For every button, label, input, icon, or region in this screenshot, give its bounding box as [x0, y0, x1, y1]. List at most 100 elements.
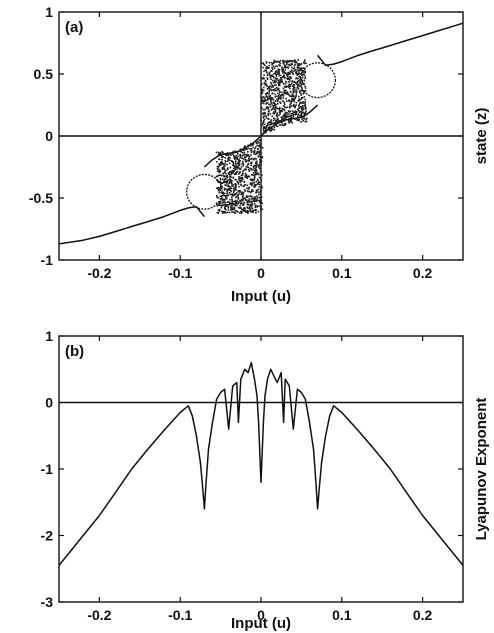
- chaotic-point: [259, 160, 261, 163]
- chaotic-point: [219, 201, 222, 204]
- chaotic-point: [282, 59, 284, 62]
- chaotic-point: [253, 178, 256, 180]
- chaotic-point: [276, 72, 279, 74]
- chaotic-point: [268, 87, 270, 90]
- plot-b-xlabel: Input (u): [231, 615, 291, 632]
- chaotic-point: [222, 211, 224, 213]
- chaotic-point: [271, 62, 274, 65]
- chaotic-point: [247, 190, 250, 193]
- chaotic-point: [273, 122, 275, 124]
- chaotic-point: [299, 80, 302, 83]
- chaotic-point: [283, 102, 286, 104]
- chaotic-point: [265, 95, 267, 97]
- chaotic-point: [298, 90, 301, 92]
- chaotic-point: [261, 156, 264, 158]
- chaotic-point: [239, 156, 242, 159]
- chaotic-point: [220, 161, 222, 164]
- x-tick-label: 0.2: [413, 265, 433, 281]
- chaotic-point: [299, 69, 302, 71]
- chaotic-point: [294, 96, 297, 99]
- chaotic-point: [281, 81, 284, 83]
- chaotic-point: [260, 146, 263, 149]
- chaotic-point: [222, 174, 225, 177]
- chaotic-point: [303, 96, 306, 98]
- chaotic-point: [259, 164, 261, 166]
- chaotic-point: [294, 95, 296, 98]
- chaotic-point: [289, 70, 292, 73]
- chaotic-point: [270, 100, 272, 102]
- chaotic-point: [271, 108, 274, 110]
- chaotic-point: [297, 84, 299, 87]
- chaotic-point: [299, 91, 301, 93]
- chaotic-point: [235, 171, 238, 174]
- chaotic-point: [235, 201, 237, 203]
- chaotic-point: [262, 100, 265, 103]
- chaotic-point: [303, 70, 305, 72]
- chaotic-point: [288, 60, 290, 62]
- chaotic-point: [250, 158, 252, 161]
- chaotic-point: [227, 185, 230, 188]
- chaotic-point: [286, 63, 288, 65]
- series-line-1: [58, 205, 205, 245]
- chaotic-point: [221, 185, 223, 188]
- chaotic-point: [223, 212, 226, 214]
- chaotic-point: [278, 114, 280, 117]
- chaotic-point: [284, 89, 286, 91]
- chaotic-point: [254, 185, 257, 187]
- chaotic-point: [292, 87, 295, 90]
- chaotic-point: [222, 156, 225, 158]
- chaotic-point: [285, 89, 287, 92]
- chaotic-point: [265, 69, 268, 72]
- chaotic-point: [265, 107, 268, 109]
- chaotic-point: [262, 96, 265, 98]
- chaotic-point: [226, 188, 229, 191]
- chaotic-point: [297, 73, 300, 75]
- chaotic-point: [254, 197, 256, 199]
- chaotic-point: [265, 71, 268, 73]
- chaotic-point: [252, 179, 254, 182]
- chaotic-point: [282, 69, 284, 71]
- chaotic-point: [230, 176, 232, 178]
- chaotic-point: [287, 92, 289, 95]
- chaotic-point: [241, 152, 244, 154]
- chaotic-point: [264, 64, 266, 67]
- chaotic-point: [233, 170, 235, 172]
- x-tick-label: 0: [257, 265, 265, 281]
- chaotic-point: [275, 114, 278, 117]
- chaotic-point: [275, 119, 277, 122]
- chaotic-point: [264, 108, 266, 111]
- chaotic-point: [293, 103, 295, 106]
- chaotic-point: [266, 73, 269, 75]
- chaotic-point: [278, 71, 280, 73]
- chaotic-point: [264, 69, 266, 72]
- chaotic-point: [301, 109, 303, 112]
- chaotic-point: [231, 193, 234, 195]
- chaotic-point: [277, 107, 279, 110]
- chaotic-point: [231, 194, 234, 197]
- chaotic-point: [246, 199, 248, 202]
- chaotic-point: [283, 76, 285, 78]
- chaotic-point: [299, 92, 302, 95]
- chaotic-point: [233, 165, 235, 167]
- chaotic-point: [281, 107, 283, 110]
- chaotic-point: [273, 80, 276, 83]
- chaotic-point: [252, 190, 254, 192]
- chaotic-point: [297, 109, 300, 112]
- chaotic-point: [262, 108, 265, 111]
- chaotic-point: [250, 148, 253, 150]
- chaotic-point: [240, 166, 243, 168]
- chaotic-point: [228, 211, 231, 214]
- chaotic-point: [232, 153, 234, 155]
- chaotic-point: [296, 72, 298, 75]
- chaotic-point: [270, 89, 273, 92]
- chaotic-point: [218, 210, 221, 212]
- chaotic-point: [277, 68, 280, 71]
- chaotic-point: [234, 209, 237, 212]
- chaotic-point: [265, 129, 267, 131]
- chaotic-point: [304, 103, 307, 106]
- chaotic-point: [270, 119, 273, 122]
- chaotic-point: [251, 184, 253, 187]
- chaotic-point: [291, 105, 293, 107]
- chaotic-point: [283, 103, 286, 106]
- chaotic-point: [291, 69, 293, 72]
